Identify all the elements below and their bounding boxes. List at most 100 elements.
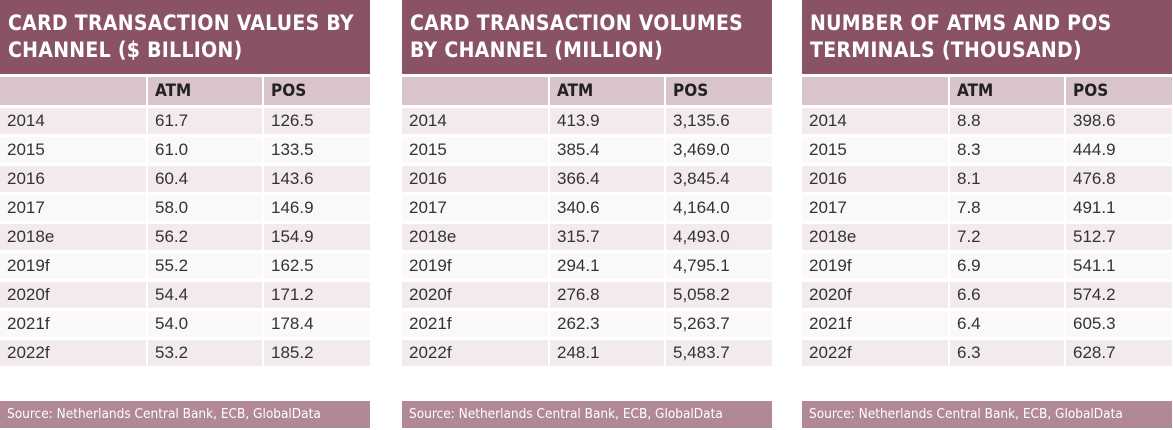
year-cell: 2016 xyxy=(402,166,550,195)
panel-title: CARD TRANSACTION VOLUMES BY CHANNEL (MIL… xyxy=(402,0,772,74)
atm-cell: 6.3 xyxy=(950,340,1066,369)
year-cell: 2015 xyxy=(802,137,950,166)
pos-cell: 476.8 xyxy=(1066,166,1172,195)
atm-cell: 58.0 xyxy=(148,195,264,224)
year-cell: 2014 xyxy=(402,108,550,137)
atm-cell: 7.2 xyxy=(950,224,1066,253)
pos-cell: 171.2 xyxy=(264,282,370,311)
year-cell: 2021f xyxy=(402,311,550,340)
atm-cell: 6.4 xyxy=(950,311,1066,340)
year-cell: 2018e xyxy=(402,224,550,253)
pos-cell: 126.5 xyxy=(264,108,370,137)
table-row: 2020f 54.4 171.2 xyxy=(0,282,370,311)
table-row: 2019f 6.9 541.1 xyxy=(802,253,1172,282)
pos-cell: 133.5 xyxy=(264,137,370,166)
year-cell: 2018e xyxy=(802,224,950,253)
table-row: 2019f 294.1 4,795.1 xyxy=(402,253,772,282)
atm-cell: 8.1 xyxy=(950,166,1066,195)
pos-cell: 143.6 xyxy=(264,166,370,195)
pos-cell: 3,845.4 xyxy=(666,166,772,195)
table-row: 2018e 315.7 4,493.0 xyxy=(402,224,772,253)
year-cell: 2019f xyxy=(0,253,148,282)
year-cell: 2019f xyxy=(802,253,950,282)
year-cell: 2020f xyxy=(0,282,148,311)
pos-cell: 185.2 xyxy=(264,340,370,369)
atm-cell: 6.6 xyxy=(950,282,1066,311)
pos-cell: 4,164.0 xyxy=(666,195,772,224)
pos-cell: 541.1 xyxy=(1066,253,1172,282)
atm-cell: 366.4 xyxy=(550,166,666,195)
table-row: 2014 413.9 3,135.6 xyxy=(402,108,772,137)
atm-cell: 385.4 xyxy=(550,137,666,166)
atm-cell: 8.8 xyxy=(950,108,1066,137)
year-cell: 2017 xyxy=(802,195,950,224)
atm-cell: 248.1 xyxy=(550,340,666,369)
year-cell: 2016 xyxy=(0,166,148,195)
column-header-year xyxy=(402,77,550,108)
table-row: 2021f 54.0 178.4 xyxy=(0,311,370,340)
column-header-year xyxy=(0,77,148,108)
table-row: 2022f 53.2 185.2 xyxy=(0,340,370,369)
year-cell: 2022f xyxy=(402,340,550,369)
year-cell: 2022f xyxy=(802,340,950,369)
pos-cell: 444.9 xyxy=(1066,137,1172,166)
column-header-pos: POS xyxy=(666,77,772,108)
atm-cell: 54.0 xyxy=(148,311,264,340)
year-cell: 2014 xyxy=(802,108,950,137)
pos-cell: 5,263.7 xyxy=(666,311,772,340)
atm-cell: 53.2 xyxy=(148,340,264,369)
atm-cell: 262.3 xyxy=(550,311,666,340)
table-row: 2022f 248.1 5,483.7 xyxy=(402,340,772,369)
pos-cell: 162.5 xyxy=(264,253,370,282)
table-row: 2020f 276.8 5,058.2 xyxy=(402,282,772,311)
atm-cell: 6.9 xyxy=(950,253,1066,282)
source-note: Source: Netherlands Central Bank, ECB, G… xyxy=(802,401,1172,428)
column-header-atm: ATM xyxy=(550,77,666,108)
table-row: 2018e 7.2 512.7 xyxy=(802,224,1172,253)
year-cell: 2014 xyxy=(0,108,148,137)
pos-cell: 154.9 xyxy=(264,224,370,253)
source-note: Source: Netherlands Central Bank, ECB, G… xyxy=(0,401,370,428)
table-row: 2017 58.0 146.9 xyxy=(0,195,370,224)
table-row: 2015 8.3 444.9 xyxy=(802,137,1172,166)
column-header-pos: POS xyxy=(1066,77,1172,108)
table-header-row: ATM POS xyxy=(802,77,1172,108)
year-cell: 2020f xyxy=(402,282,550,311)
panel-title: CARD TRANSACTION VALUES BY CHANNEL ($ BI… xyxy=(0,0,370,74)
column-header-atm: ATM xyxy=(148,77,264,108)
data-table: ATM POS 2014 413.9 3,135.6 2015 385.4 3,469.… xyxy=(402,77,772,369)
table-row: 2018e 56.2 154.9 xyxy=(0,224,370,253)
pos-cell: 178.4 xyxy=(264,311,370,340)
atm-cell: 56.2 xyxy=(148,224,264,253)
pos-cell: 491.1 xyxy=(1066,195,1172,224)
table-row: 2021f 262.3 5,263.7 xyxy=(402,311,772,340)
year-cell: 2017 xyxy=(402,195,550,224)
table-row: 2017 340.6 4,164.0 xyxy=(402,195,772,224)
table-row: 2016 366.4 3,845.4 xyxy=(402,166,772,195)
pos-cell: 5,483.7 xyxy=(666,340,772,369)
table-row: 2016 60.4 143.6 xyxy=(0,166,370,195)
atm-cell: 60.4 xyxy=(148,166,264,195)
pos-cell: 146.9 xyxy=(264,195,370,224)
data-table: ATM POS 2014 8.8 398.6 2015 8.3 444.9 2016 8.… xyxy=(802,77,1172,369)
atm-cell: 7.8 xyxy=(950,195,1066,224)
panel-title: NUMBER OF ATMS AND POS TERMINALS (THOUSA… xyxy=(802,0,1172,74)
atm-cell: 54.4 xyxy=(148,282,264,311)
year-cell: 2015 xyxy=(402,137,550,166)
pos-cell: 4,493.0 xyxy=(666,224,772,253)
year-cell: 2020f xyxy=(802,282,950,311)
year-cell: 2016 xyxy=(802,166,950,195)
table-row: 2016 8.1 476.8 xyxy=(802,166,1172,195)
table-row: 2014 8.8 398.6 xyxy=(802,108,1172,137)
table-row: 2022f 6.3 628.7 xyxy=(802,340,1172,369)
atm-cell: 276.8 xyxy=(550,282,666,311)
atm-cell: 55.2 xyxy=(148,253,264,282)
atm-cell: 8.3 xyxy=(950,137,1066,166)
pos-cell: 3,135.6 xyxy=(666,108,772,137)
panel-card-transaction-volumes: CARD TRANSACTION VOLUMES BY CHANNEL (MIL… xyxy=(402,0,772,430)
table-header-row: ATM POS xyxy=(0,77,370,108)
table-header-row: ATM POS xyxy=(402,77,772,108)
data-table: ATM POS 2014 61.7 126.5 2015 61.0 133.5 2016… xyxy=(0,77,370,369)
year-cell: 2019f xyxy=(402,253,550,282)
year-cell: 2018e xyxy=(0,224,148,253)
